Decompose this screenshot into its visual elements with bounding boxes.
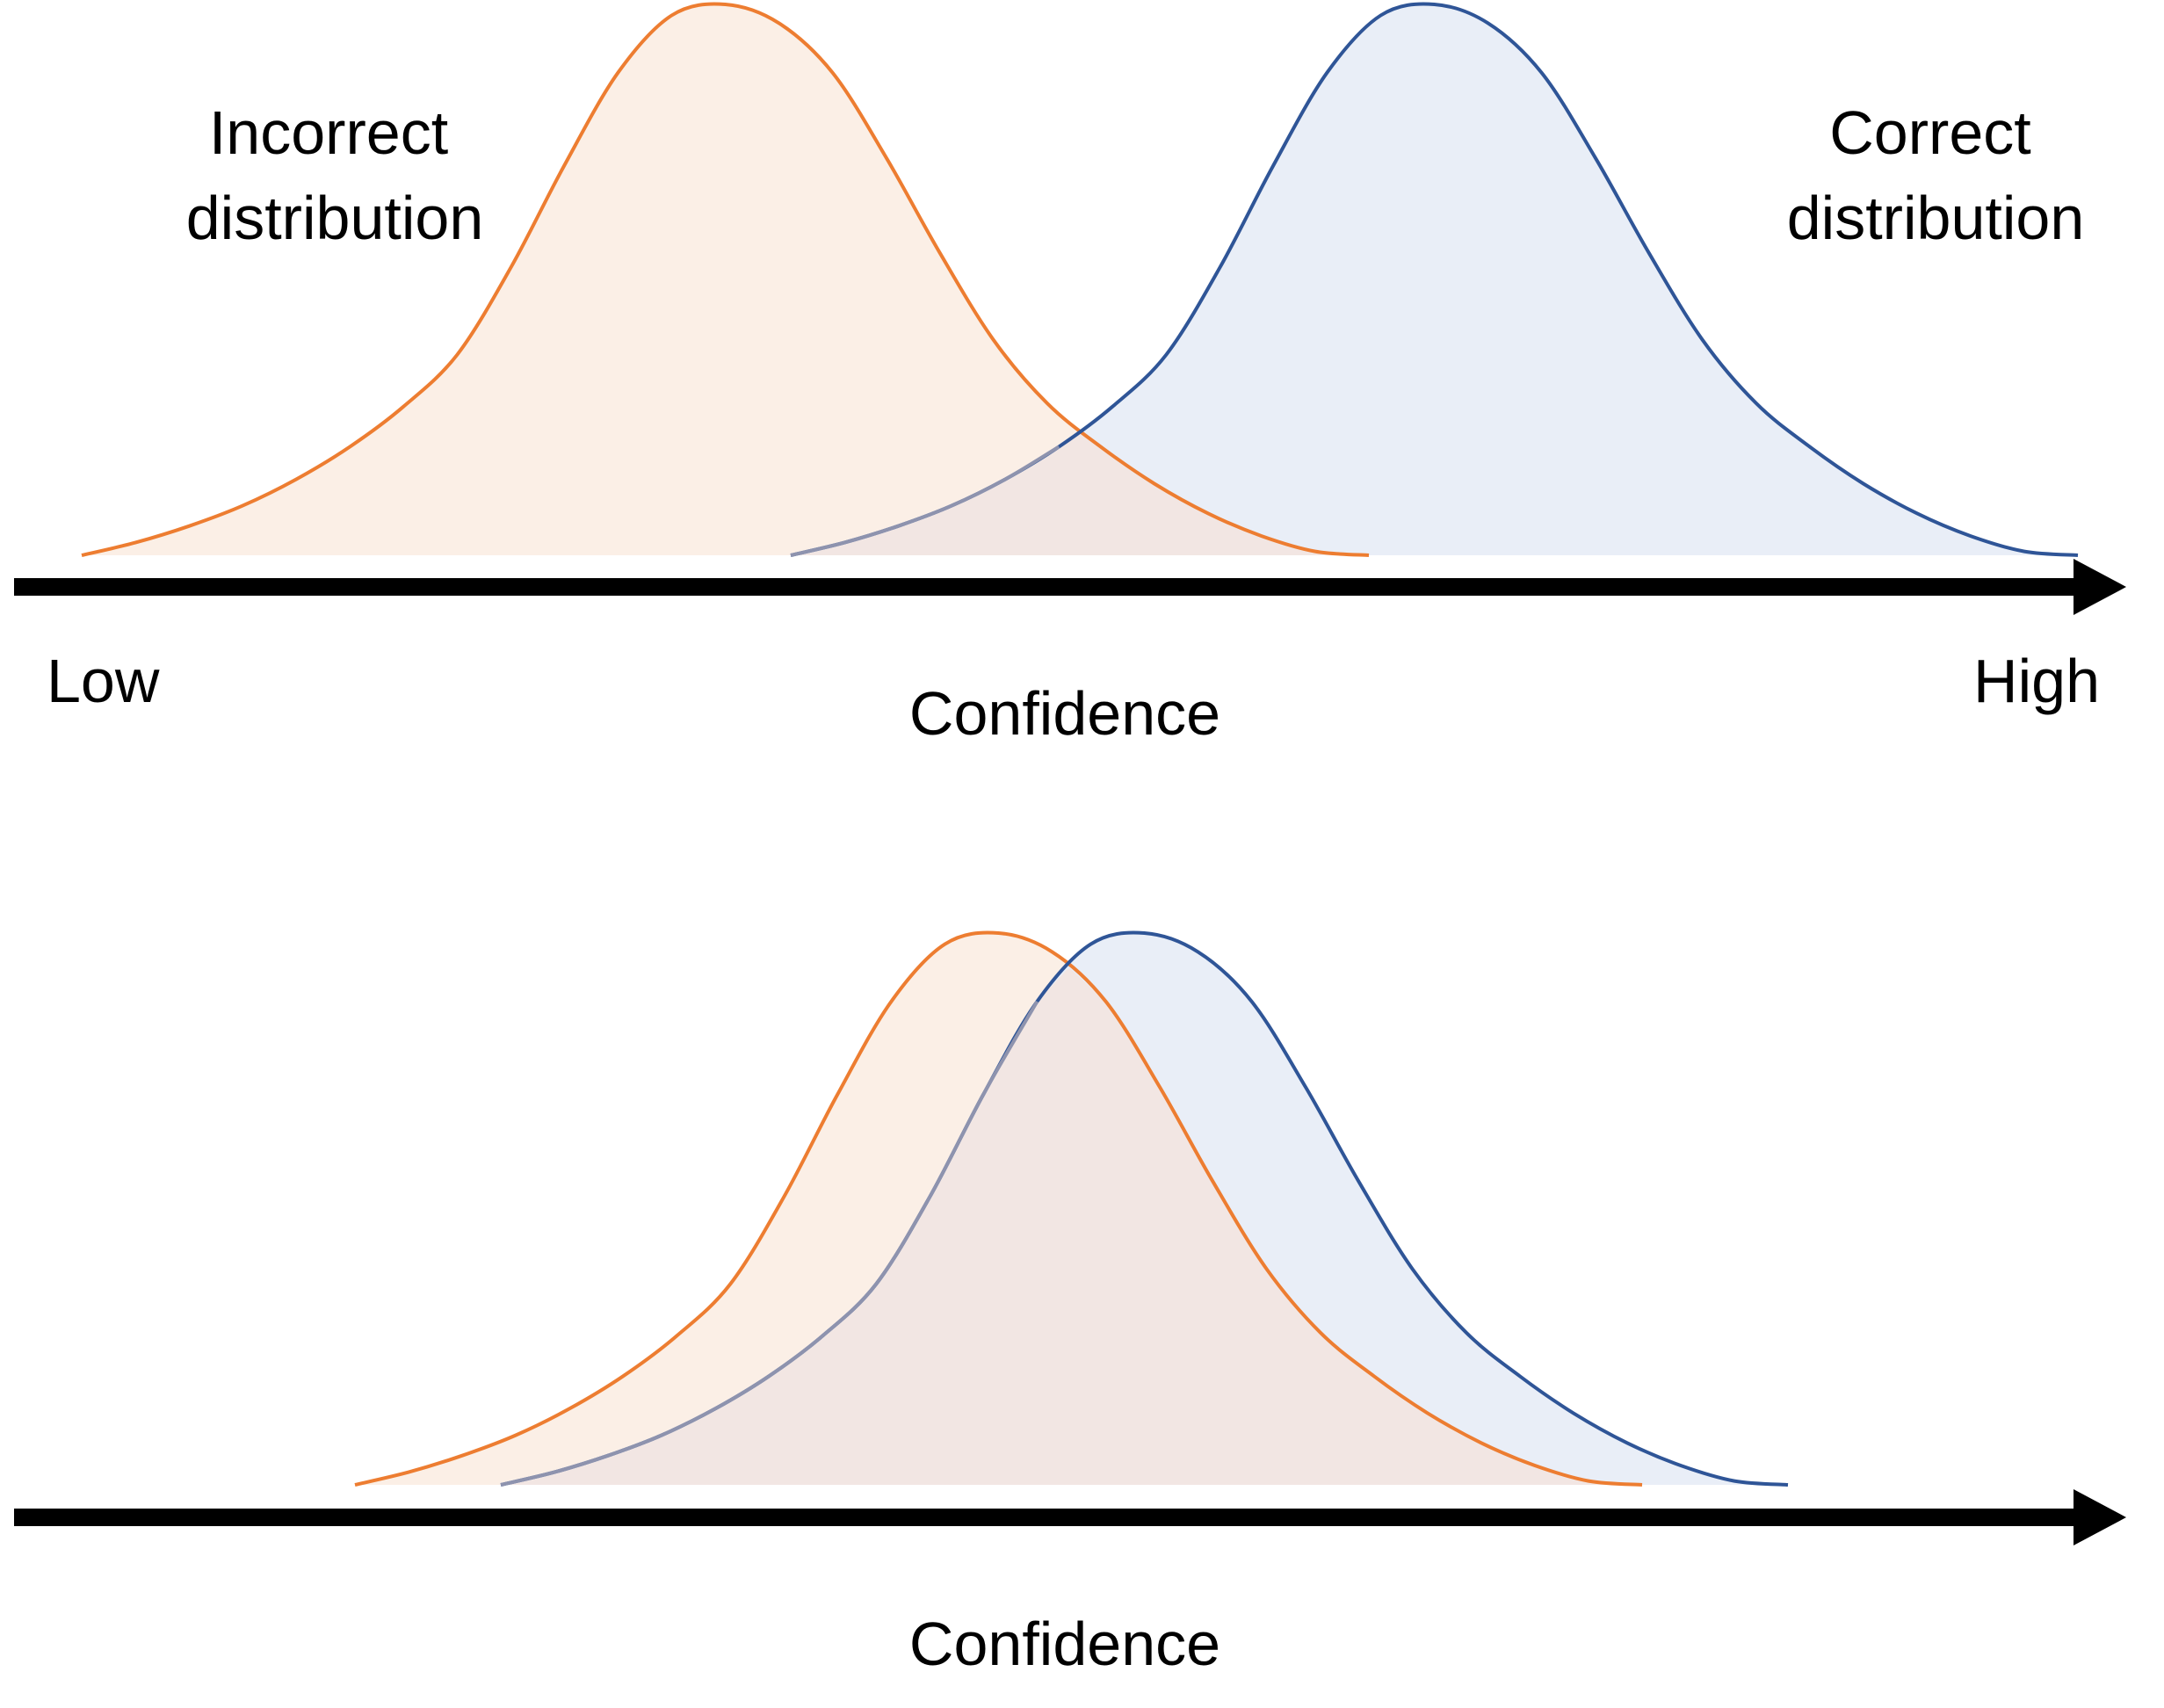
bottom-incorrect-distribution-curve bbox=[354, 930, 1643, 1487]
top-panel: Incorrect distribution Correct distribut… bbox=[14, 2, 2126, 748]
incorrect-distribution-label-line1: Incorrect bbox=[209, 98, 448, 167]
top-incorrect-distribution-fill bbox=[82, 4, 1369, 555]
bottom-axis-arrowhead-icon bbox=[2074, 1489, 2126, 1545]
bottom-overlap-curve-segment bbox=[500, 1000, 1039, 1487]
axis-high-label: High bbox=[1973, 647, 2100, 715]
top-axis-arrowhead-icon bbox=[2074, 559, 2126, 615]
top-axis-title: Confidence bbox=[909, 679, 1220, 748]
top-correct-distribution-fill bbox=[791, 4, 2078, 555]
top-overlap-region-fill bbox=[791, 431, 1369, 555]
axis-low-label: Low bbox=[47, 647, 160, 715]
correct-distribution-label-line1: Correct bbox=[1829, 98, 2030, 167]
incorrect-distribution-label-line2: distribution bbox=[186, 184, 484, 252]
top-overlap-curve-segment bbox=[790, 445, 1060, 557]
correct-distribution-label-line2: distribution bbox=[1787, 184, 2085, 252]
top-incorrect-distribution-curve bbox=[81, 2, 1370, 557]
bottom-axis-title: Confidence bbox=[909, 1610, 1220, 1678]
bottom-panel: Confidence bbox=[14, 930, 2126, 1678]
bottom-overlap-region-fill bbox=[501, 968, 1642, 1485]
